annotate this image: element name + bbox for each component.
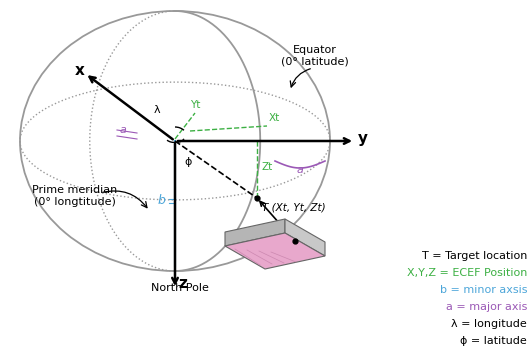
Text: λ = longitude: λ = longitude [451,319,527,329]
Text: a: a [297,165,304,175]
Text: x: x [75,63,85,79]
Text: y: y [358,131,368,146]
Text: a = major axis: a = major axis [446,302,527,312]
Text: ϕ = latitude: ϕ = latitude [460,336,527,346]
Polygon shape [225,219,285,246]
Polygon shape [225,233,325,269]
Text: Zt: Zt [261,162,272,172]
Text: b: b [157,194,165,208]
Text: b = minor axsis: b = minor axsis [439,285,527,295]
Text: λ: λ [154,105,160,115]
Text: z: z [178,276,187,291]
Text: T (Xt, Yt, Zt): T (Xt, Yt, Zt) [262,202,325,212]
Text: Prime meridian
(0° longtitude): Prime meridian (0° longtitude) [32,185,118,207]
Text: Equator
(0° latitude): Equator (0° latitude) [281,45,349,67]
Polygon shape [285,219,325,256]
Text: North Pole: North Pole [151,283,209,293]
Text: ϕ: ϕ [184,157,191,167]
Text: X,Y,Z = ECEF Position: X,Y,Z = ECEF Position [407,268,527,278]
Text: a: a [120,125,127,135]
Text: Xt: Xt [269,113,280,123]
Text: T = Target location: T = Target location [422,251,527,261]
Text: Yt: Yt [190,100,200,110]
